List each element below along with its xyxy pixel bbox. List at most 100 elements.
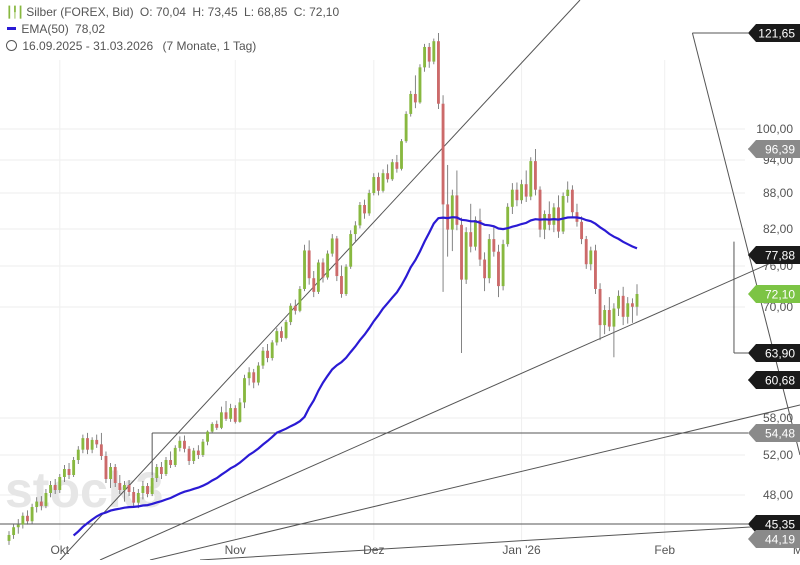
candle [404,113,408,142]
candle [441,103,445,205]
x-tick-label: Jan '26 [502,543,541,557]
downtrend-line [691,32,800,456]
open-label: O: [139,5,153,19]
low-value: 68,85 [257,5,288,19]
instrument-name: Silber (FOREX, Bid) [26,5,134,19]
candle [469,232,473,247]
candle [506,206,510,245]
ema-line [72,216,638,537]
candle [566,189,570,196]
candle [561,196,565,232]
candle [617,295,620,309]
candle [455,195,459,225]
candle [90,439,94,450]
candle [196,450,200,455]
price-marker: 63,90 [748,344,800,362]
candle [423,46,427,68]
price-marker-label: 96,39 [765,143,795,157]
candle [210,423,214,432]
candle [81,438,85,450]
candle [113,467,117,483]
x-axis: Okt Nov Dez Jan '26 Feb Mär [50,543,800,557]
ema-swatch [7,27,16,31]
date-range: 16.09.2025 - 31.03.2026 [22,39,154,53]
candle [67,469,71,475]
candle [76,449,80,460]
candle [630,303,634,307]
candle [538,189,542,230]
candle [229,408,233,419]
candle [487,239,491,279]
candle [400,141,403,169]
price-marker-label: 44,19 [765,533,795,547]
open-value: 70,04 [155,5,186,19]
price-marker-tag [748,246,800,264]
price-marker-tag [748,285,800,303]
candle [344,266,348,294]
candle [238,402,242,422]
period-label: (7 Monate, 1 Tag) [162,39,257,53]
candle [270,342,274,359]
close-label: C: [293,5,306,19]
candle [252,372,256,383]
price-marker: 121,65 [748,24,800,42]
candle [543,214,547,230]
price-marker-tag [748,530,800,548]
candle [492,239,496,252]
candle [626,303,630,317]
candle [635,294,639,307]
price-marker-tag [748,140,800,158]
candle [183,440,186,449]
price-marker-label: 121,65 [758,27,795,41]
candle [621,295,625,317]
candle [127,485,131,492]
ema-label: EMA(50) [21,22,69,36]
price-marker: 45,35 [748,515,800,533]
candle [372,177,376,193]
candle [219,412,223,428]
candle [123,485,126,490]
candle [109,467,113,479]
candle [21,515,25,525]
long-uptrend-line [149,404,800,561]
candle [104,456,108,479]
candle [95,439,99,445]
price-marker-tag [748,424,800,442]
price-marker: 60,68 [748,371,800,389]
candle [35,501,39,508]
candle [261,350,265,366]
candle [146,486,149,494]
candle [353,225,357,235]
candle [529,161,533,197]
candle [293,305,297,311]
candle [598,288,602,326]
candle [381,173,385,191]
price-marker: 96,39 [748,140,800,158]
watermark: stock3 [5,462,163,518]
candle [118,483,122,490]
candle [330,238,334,254]
steep-uptrend-line [59,0,581,561]
price-marker-label: 60,68 [765,374,795,388]
price-marker-label: 72,10 [765,288,795,302]
price-markers: 121,65 96,39 77,88 72,10 63,90 60,68 54,48 45,3… [748,24,800,548]
candle [483,259,487,279]
candle [164,460,168,474]
candle [589,250,593,265]
candle [533,161,537,190]
candle [363,205,366,214]
candle [192,450,196,461]
candle [464,232,468,280]
candle [178,440,182,448]
candle [215,423,219,428]
candle [312,278,316,292]
candle [580,221,584,240]
candle [603,310,607,326]
candle [86,438,89,450]
candle [303,250,306,289]
candle [49,485,52,493]
candle [349,234,353,267]
candle [478,220,482,260]
